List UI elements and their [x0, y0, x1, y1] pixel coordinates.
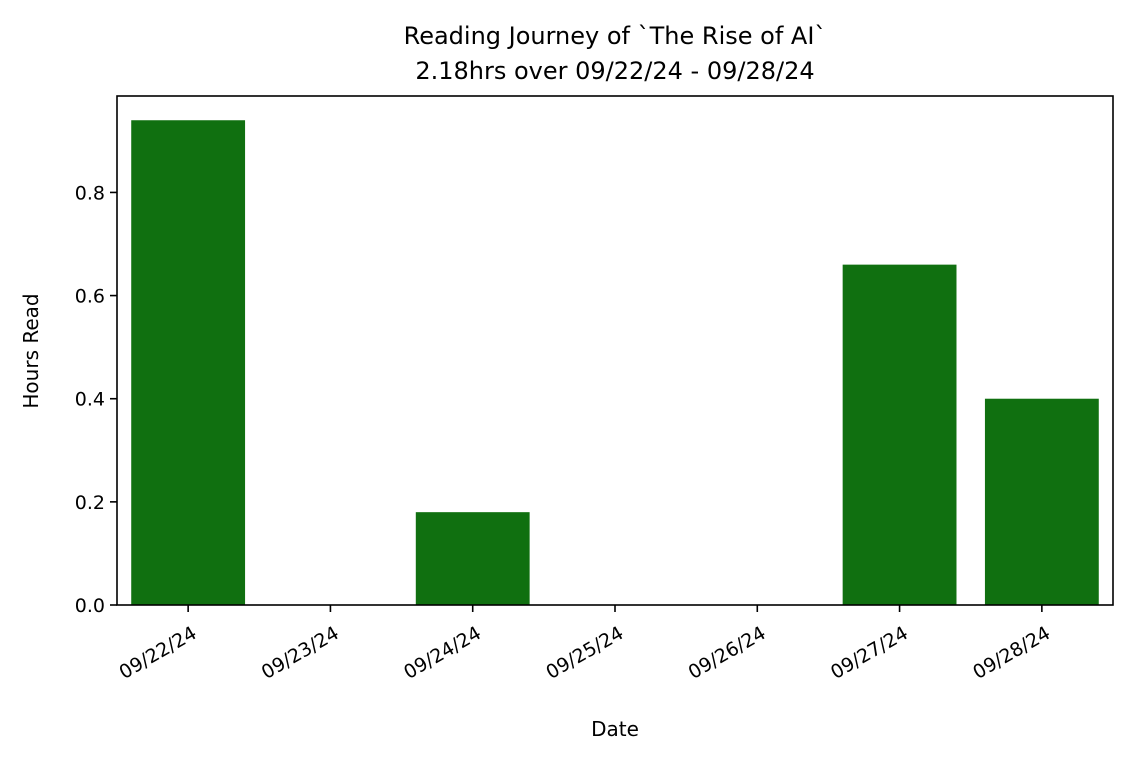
y-axis-ticks: 0.0 0.2 0.4 0.6 0.8	[75, 182, 117, 617]
bar-6	[984, 398, 1099, 605]
bars	[131, 120, 1099, 606]
chart-subtitle: 2.18hrs over 09/22/24 - 09/28/24	[415, 57, 814, 85]
x-tick-label-1: 09/23/24	[258, 622, 343, 684]
y-axis-label: Hours Read	[19, 293, 43, 408]
x-axis-label: Date	[591, 717, 639, 741]
x-axis-ticks: 09/22/24 09/23/24 09/24/24 09/25/24 09/26/24…	[116, 605, 1054, 684]
bar-0	[131, 120, 246, 606]
y-tick-label-4: 0.8	[75, 182, 105, 204]
y-tick-label-1: 0.2	[75, 492, 105, 514]
x-tick-label-2: 09/24/24	[400, 622, 485, 684]
plot-frame	[116, 95, 1114, 606]
x-tick-label-5: 09/27/24	[827, 622, 912, 684]
bar-5	[842, 264, 957, 605]
bar-2	[415, 512, 530, 605]
y-tick-label-3: 0.6	[75, 286, 105, 308]
x-tick-label-6: 09/28/24	[969, 622, 1054, 684]
y-tick-label-2: 0.4	[75, 389, 105, 411]
x-tick-label-3: 09/25/24	[542, 622, 627, 684]
chart-title: Reading Journey of `The Rise of AI`	[404, 22, 827, 50]
x-tick-label-0: 09/22/24	[116, 622, 201, 684]
y-tick-label-0: 0.0	[75, 595, 105, 617]
x-tick-label-4: 09/26/24	[685, 622, 770, 684]
